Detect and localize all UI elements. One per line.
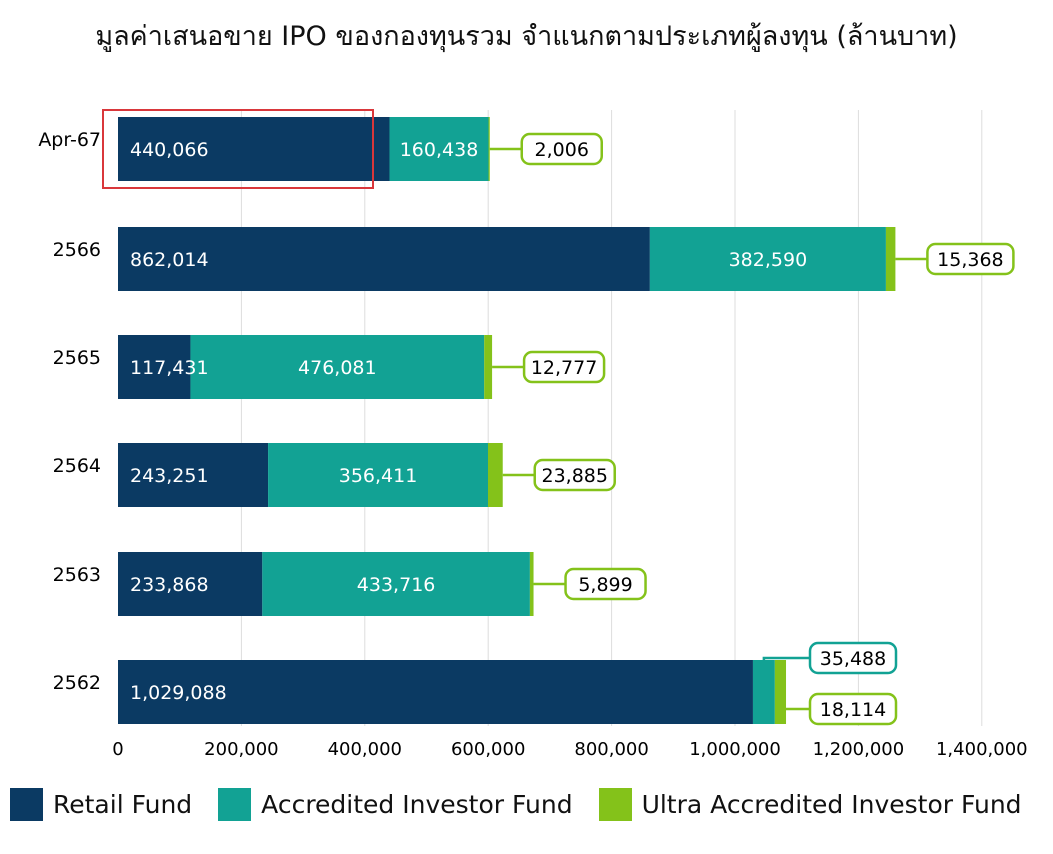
x-tick-label: 200,000 bbox=[204, 739, 278, 760]
data-label-ultra: 2,006 bbox=[535, 139, 589, 161]
bar-ultra bbox=[885, 227, 896, 291]
data-label-retail: 117,431 bbox=[130, 357, 209, 379]
bar-retail bbox=[118, 335, 191, 399]
callout-box-accredited bbox=[808, 641, 898, 675]
callout-box-ultra bbox=[808, 692, 898, 726]
data-label-ultra: 23,885 bbox=[541, 465, 607, 487]
callout-box-ultra bbox=[564, 567, 647, 601]
stacked-bar-chart: 0 200,000 400,000 600,000 800,000 1,000,000 1,… bbox=[38, 109, 1028, 760]
data-label-accredited: 356,411 bbox=[339, 465, 418, 487]
data-label-accredited: 382,590 bbox=[729, 249, 808, 271]
legend-item-ultra: Ultra Accredited Investor Fund bbox=[598, 788, 1022, 821]
bar-ultra bbox=[529, 552, 534, 616]
legend-swatch-ultra bbox=[598, 788, 632, 821]
category-label: 2566 bbox=[53, 239, 101, 261]
callout-box-ultra bbox=[520, 132, 603, 166]
category-label: 2563 bbox=[53, 564, 101, 586]
legend-swatch-accredited bbox=[218, 788, 252, 821]
bar-accredited bbox=[752, 660, 775, 724]
data-label-retail: 440,066 bbox=[130, 139, 209, 161]
bar-ultra bbox=[487, 443, 503, 507]
bar-retail bbox=[118, 552, 263, 616]
legend-label-accredited: Accredited Investor Fund bbox=[261, 790, 573, 819]
data-label-accredited: 160,438 bbox=[400, 139, 479, 161]
category-label: 2564 bbox=[53, 455, 101, 477]
legend-label-ultra: Ultra Accredited Investor Fund bbox=[641, 790, 1022, 819]
bar-ultra bbox=[488, 117, 490, 181]
callout-line-accredited bbox=[762, 656, 810, 668]
category-label: 2562 bbox=[53, 672, 101, 694]
bar-retail bbox=[118, 227, 650, 291]
legend: Retail Fund Accredited Investor Fund Ult… bbox=[10, 788, 1022, 821]
highlight-box bbox=[102, 109, 374, 189]
data-label-ultra: 18,114 bbox=[820, 699, 886, 721]
data-label-retail: 862,014 bbox=[130, 249, 209, 271]
category-label: 2565 bbox=[53, 347, 101, 369]
x-tick-label: 600,000 bbox=[451, 739, 525, 760]
bar-ultra bbox=[484, 335, 493, 399]
data-label-ultra: 5,899 bbox=[578, 574, 632, 596]
x-tick-label: 0 bbox=[112, 739, 123, 760]
bar-accredited bbox=[268, 443, 488, 507]
x-tick-label: 1,200,000 bbox=[813, 739, 905, 760]
data-label-retail: 233,868 bbox=[130, 574, 209, 596]
x-tick-label: 800,000 bbox=[574, 739, 648, 760]
bar-accredited bbox=[190, 335, 485, 399]
x-tick-label: 400,000 bbox=[328, 739, 402, 760]
bar-retail bbox=[118, 660, 753, 724]
data-label-accredited: 476,081 bbox=[298, 357, 377, 379]
bar-accredited bbox=[649, 227, 886, 291]
data-label-ultra: 12,777 bbox=[531, 357, 597, 379]
x-tick-label: 1,000,000 bbox=[689, 739, 781, 760]
data-label-accredited: 35,488 bbox=[820, 648, 886, 670]
bar-accredited bbox=[262, 552, 530, 616]
callout-box-ultra bbox=[533, 458, 616, 492]
bar-retail bbox=[118, 443, 269, 507]
data-label-retail: 243,251 bbox=[130, 465, 209, 487]
data-label-accredited: 433,716 bbox=[357, 574, 436, 596]
callout-line-ultra bbox=[779, 700, 810, 711]
data-label-retail: 1,029,088 bbox=[130, 682, 227, 704]
legend-swatch-retail bbox=[10, 788, 43, 821]
chart-title: มูลค่าเสนอขาย IPO ของกองทุนรวม จำแนกตามป… bbox=[95, 21, 958, 52]
legend-item-retail: Retail Fund bbox=[10, 788, 192, 821]
bar-ultra bbox=[774, 660, 787, 724]
x-tick-label: 1,400,000 bbox=[936, 739, 1028, 760]
callout-box-ultra bbox=[926, 242, 1015, 276]
data-label-ultra: 15,368 bbox=[937, 249, 1003, 271]
bar-accredited bbox=[389, 117, 489, 181]
callout-box-ultra bbox=[522, 350, 606, 384]
legend-label-retail: Retail Fund bbox=[53, 790, 193, 819]
bar-retail bbox=[118, 117, 390, 181]
legend-item-accredited: Accredited Investor Fund bbox=[218, 788, 573, 821]
category-label: Apr-67 bbox=[38, 129, 101, 151]
